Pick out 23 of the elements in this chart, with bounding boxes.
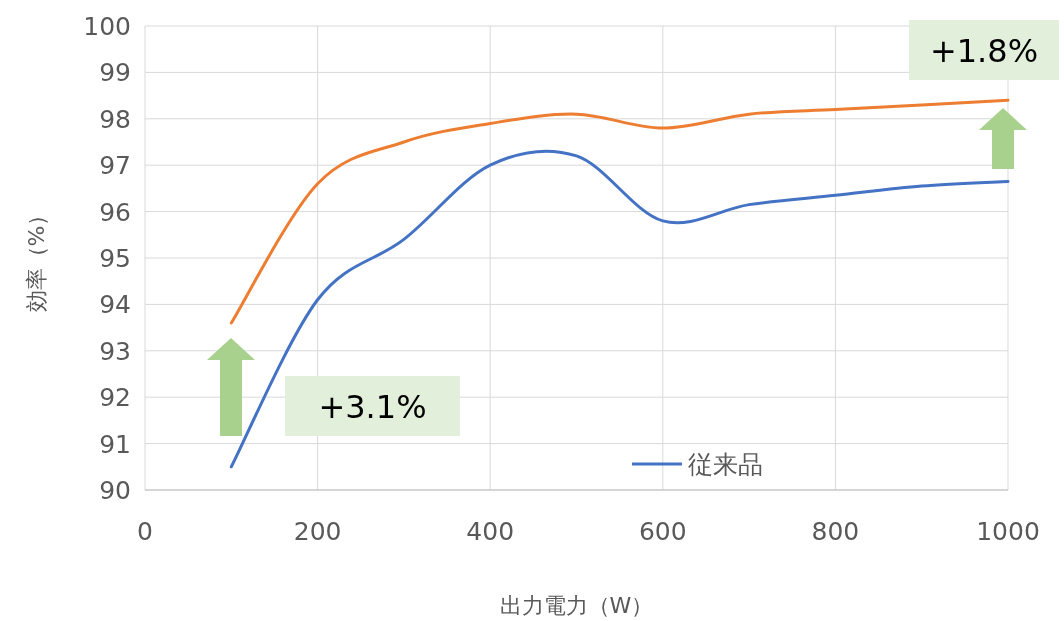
y-tick-label: 98 — [99, 104, 131, 134]
x-tick-label: 1000 — [976, 517, 1040, 546]
y-tick-label: 100 — [83, 12, 131, 41]
y-axis-title: 効率（%） — [24, 203, 49, 313]
x-axis-title: 出力電力（W） — [499, 593, 654, 618]
y-tick-label: 94 — [99, 290, 131, 320]
x-tick-label: 600 — [638, 517, 687, 546]
y-tick-label: 96 — [99, 197, 131, 227]
y-tick-label: 90 — [99, 476, 131, 505]
x-tick-label: 400 — [466, 517, 515, 546]
legend-label: 従来品 — [688, 450, 763, 479]
y-tick-label: 97 — [99, 151, 131, 181]
y-tick-label: 93 — [99, 336, 131, 366]
annotation: +3.1% — [318, 388, 427, 426]
x-tick-label: 0 — [137, 517, 153, 546]
x-tick-label: 800 — [811, 517, 860, 546]
y-tick-label: 95 — [99, 244, 131, 273]
y-tick-label: 99 — [99, 58, 131, 88]
y-tick-label: 91 — [99, 429, 131, 459]
annotation: +1.8% — [929, 32, 1039, 70]
line-series — [229, 98, 1010, 325]
y-tick-label: 92 — [99, 383, 131, 413]
x-tick-label: 200 — [293, 517, 342, 546]
